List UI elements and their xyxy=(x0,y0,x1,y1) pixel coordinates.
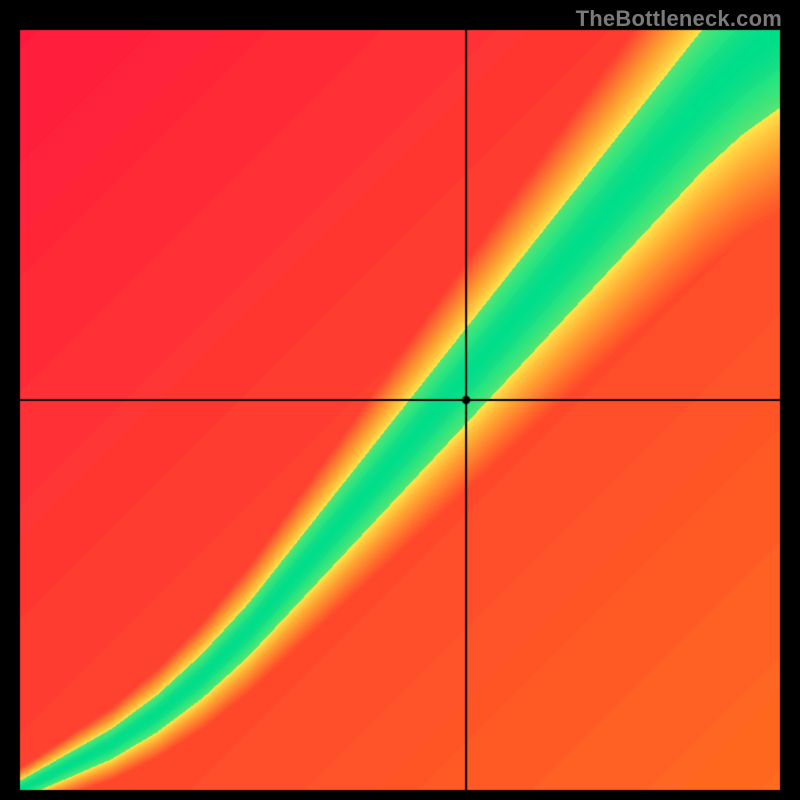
chart-container: TheBottleneck.com xyxy=(0,0,800,800)
bottleneck-heatmap xyxy=(0,0,800,800)
watermark-text: TheBottleneck.com xyxy=(576,6,782,32)
